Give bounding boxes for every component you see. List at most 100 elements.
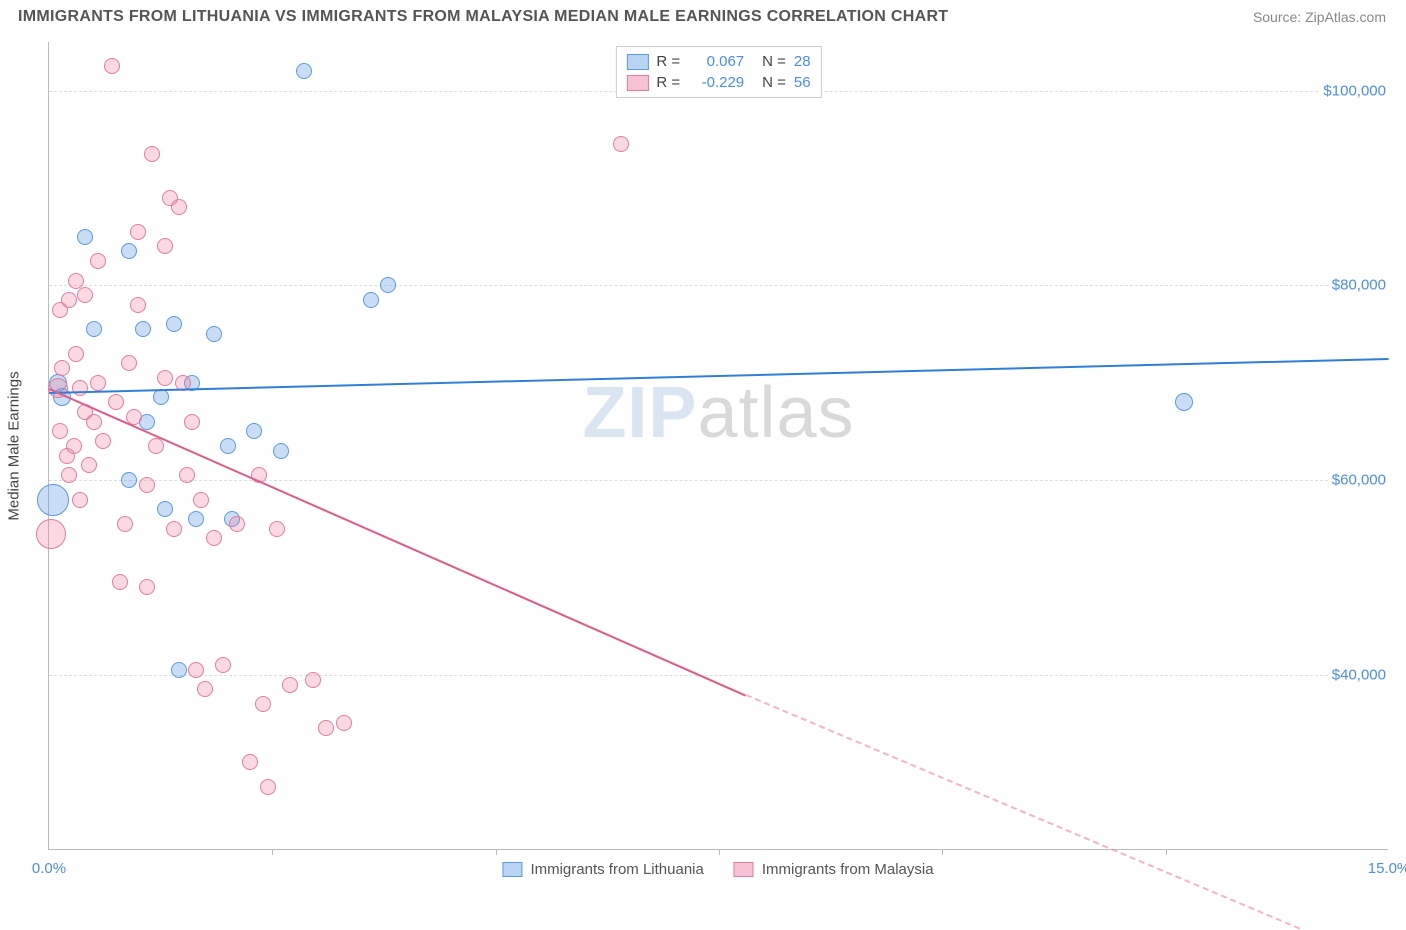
data-point [121,243,137,259]
gridline [49,675,1388,676]
data-point [36,519,66,549]
data-point [193,492,209,508]
data-point [77,287,93,303]
data-point [380,277,396,293]
data-point [95,433,111,449]
data-point [121,472,137,488]
regression-extrapolation [745,694,1300,929]
y-tick-label: $100,000 [1319,82,1390,99]
data-point [229,516,245,532]
stats-legend-row: R = 0.067 N = 28 [626,51,810,72]
data-point [52,423,68,439]
n-label: N = [762,53,786,70]
r-value: 0.067 [688,53,744,70]
data-point [197,681,213,697]
r-label: R = [656,74,680,91]
data-point [157,501,173,517]
data-point [282,677,298,693]
data-point [179,467,195,483]
data-point [255,696,271,712]
y-tick-label: $80,000 [1328,277,1390,294]
y-tick-label: $60,000 [1328,472,1390,489]
data-point [77,229,93,245]
plot-area: Median Male Earnings ZIPatlas R =0.067N … [48,42,1388,850]
stats-legend: R = 0.067 N = 28 R = -0.229 N = 56 [615,46,821,98]
legend-label: Immigrants from Malaysia [762,861,934,878]
data-point [139,579,155,595]
legend-swatch [626,75,648,91]
data-point [68,346,84,362]
legend-item: Immigrants from Malaysia [734,861,934,878]
data-point [188,511,204,527]
data-point [108,394,124,410]
y-axis-label: Median Male Earnings [6,371,23,520]
x-end-label: 15.0% [1368,860,1406,877]
data-point [121,355,137,371]
x-start-label: 0.0% [32,860,66,877]
data-point [166,316,182,332]
x-tick [496,849,497,855]
data-point [157,370,173,386]
data-point [171,662,187,678]
n-value: 28 [794,53,811,70]
data-point [81,457,97,473]
data-point [61,467,77,483]
data-point [184,414,200,430]
legend-swatch [734,862,754,877]
data-point [135,321,151,337]
data-point [148,438,164,454]
data-point [171,199,187,215]
data-point [54,360,70,376]
regression-line [49,388,747,696]
data-point [269,521,285,537]
data-point [112,574,128,590]
data-point [90,253,106,269]
gridline [49,285,1388,286]
n-value: 56 [794,74,811,91]
data-point [130,224,146,240]
legend-swatch [626,54,648,70]
x-tick [719,849,720,855]
data-point [188,662,204,678]
legend-swatch [502,862,522,877]
data-point [37,484,69,516]
data-point [72,492,88,508]
data-point [117,516,133,532]
data-point [215,657,231,673]
data-point [130,297,146,313]
legend-label: Immigrants from Lithuania [530,861,703,878]
data-point [336,715,352,731]
data-point [363,292,379,308]
regression-line [49,358,1389,394]
data-point [242,754,258,770]
n-label: N = [762,74,786,91]
r-value: -0.229 [688,74,744,91]
data-point [86,321,102,337]
data-point [318,720,334,736]
data-point [68,273,84,289]
source-label: Source: ZipAtlas.com [1253,9,1386,25]
gridline [49,480,1388,481]
data-point [296,63,312,79]
y-tick-label: $40,000 [1328,666,1390,683]
x-tick [1166,849,1167,855]
legend-item: Immigrants from Lithuania [502,861,703,878]
data-point [220,438,236,454]
x-tick [942,849,943,855]
data-point [260,779,276,795]
data-point [153,389,169,405]
data-point [104,58,120,74]
data-point [206,326,222,342]
data-point [66,438,82,454]
chart-title: IMMIGRANTS FROM LITHUANIA VS IMMIGRANTS … [18,8,948,26]
r-label: R = [656,53,680,70]
data-point [305,672,321,688]
data-point [86,414,102,430]
data-point [273,443,289,459]
data-point [166,521,182,537]
data-point [1175,393,1193,411]
data-point [144,146,160,162]
data-point [246,423,262,439]
x-tick [272,849,273,855]
data-point [139,477,155,493]
